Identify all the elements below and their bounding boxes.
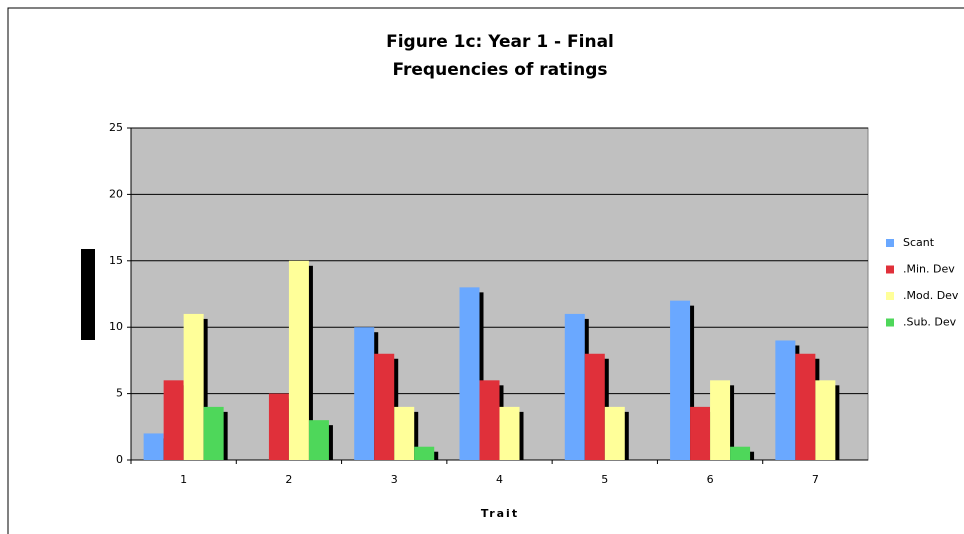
bar: [499, 406, 520, 460]
bar: [143, 433, 164, 460]
bar: [564, 313, 585, 460]
bar: [730, 446, 751, 460]
legend-swatch: [886, 318, 894, 327]
bar: [670, 300, 691, 460]
bar: [459, 287, 480, 460]
y-tick-label: 10: [109, 320, 123, 333]
bar-shadow: [689, 305, 695, 460]
x-tick-label: 2: [285, 473, 292, 486]
bar: [374, 353, 395, 460]
y-tick-label: 0: [116, 453, 123, 466]
bar: [710, 380, 731, 460]
bar-shadow: [834, 385, 840, 460]
bar-shadow: [478, 292, 484, 460]
bar-shadow: [518, 411, 524, 460]
bar: [584, 353, 605, 460]
bar: [690, 406, 711, 460]
bar: [479, 380, 500, 460]
bar: [414, 446, 435, 460]
x-tick-label: 5: [601, 473, 608, 486]
bar: [163, 380, 184, 460]
x-tick-label: 1: [180, 473, 187, 486]
legend-label: .Mod. Dev: [903, 289, 959, 302]
chart-title: Figure 1c: Year 1 - Final: [386, 32, 614, 52]
legend-label: .Min. Dev: [903, 263, 955, 276]
y-tick-label: 5: [116, 387, 123, 400]
bar-shadow: [222, 411, 228, 460]
y-tick-label: 25: [109, 121, 123, 134]
x-tick-label: 4: [496, 473, 503, 486]
chart-title: Frequencies of ratings: [392, 60, 607, 80]
bar-shadow: [327, 425, 333, 460]
x-tick-label: 3: [391, 473, 398, 486]
legend-swatch: [886, 292, 894, 300]
bar-shadow: [307, 265, 313, 460]
bar: [308, 420, 329, 460]
bar: [183, 313, 204, 460]
x-axis-label: Trait: [481, 507, 519, 520]
bar: [775, 340, 796, 460]
legend-label: .Sub. Dev: [903, 316, 957, 329]
bar-shadow: [202, 318, 208, 460]
x-tick-label: 6: [707, 473, 714, 486]
bar: [354, 327, 375, 460]
bar-shadow: [623, 411, 629, 460]
bar: [268, 393, 289, 460]
bar: [288, 260, 309, 460]
y-tick-label: 15: [109, 254, 123, 267]
x-tick-label: 7: [812, 473, 819, 486]
legend-swatch: [886, 265, 894, 274]
bar: [604, 406, 625, 460]
legend-label: Scant: [903, 236, 935, 249]
bar-shadow: [413, 411, 419, 460]
bar-shadow: [729, 385, 735, 460]
bar-shadow: [433, 451, 439, 460]
y-label-block: [81, 249, 95, 340]
y-tick-label: 20: [109, 187, 123, 200]
bar: [203, 406, 224, 460]
legend-swatch: [886, 239, 894, 247]
bar: [815, 380, 836, 460]
bar: [394, 406, 415, 460]
bar: [795, 353, 816, 460]
bar-shadow: [749, 451, 755, 460]
